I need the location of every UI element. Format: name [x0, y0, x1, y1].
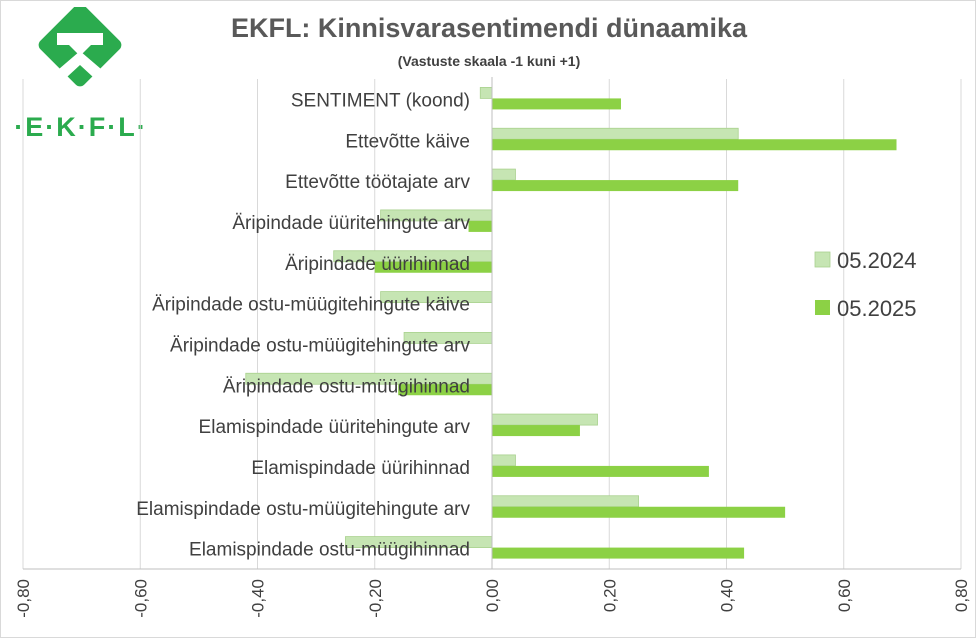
- bar-05-2024: [491, 127, 739, 140]
- x-tick-label: 0,40: [718, 579, 737, 612]
- category-label: Äripindade üürihinnad: [285, 254, 470, 275]
- x-tick-label: -0,80: [14, 579, 33, 618]
- category-label: Elamispindade ostu-müügitehingute arv: [136, 499, 470, 520]
- bar-05-2025: [398, 384, 492, 396]
- category-label: Elamispindade ostu-müügihinnad: [189, 540, 470, 561]
- bar-05-2024: [491, 495, 639, 508]
- x-tick-label: 0,80: [952, 579, 971, 612]
- chart-title: EKFL: Kinnisvarasentimendi dünaamika: [230, 13, 748, 43]
- legend-swatch: [815, 300, 830, 315]
- x-tick-label: 0,60: [835, 579, 854, 612]
- category-label: Ettevõtte käive: [345, 131, 470, 152]
- category-label: Elamispindade üüritehingute arv: [199, 417, 471, 438]
- category-label: Äripindade ostu-müügitehingute arv: [170, 335, 470, 356]
- bar-05-2024: [479, 87, 493, 99]
- bar-05-2025: [492, 547, 745, 559]
- bar-05-2024: [491, 413, 598, 426]
- bar-05-2025: [492, 180, 739, 192]
- bar-05-2025: [492, 98, 621, 110]
- bar-05-2025: [492, 425, 580, 437]
- category-label: Äripindade üüritehingute arv: [232, 213, 470, 234]
- x-tick-label: -0,20: [366, 579, 385, 618]
- category-label: Ettevõtte töötajate arv: [285, 172, 470, 193]
- legend-label: 05.2025: [837, 296, 917, 321]
- category-label: SENTIMENT (koond): [291, 90, 470, 111]
- logo-emblem-icon: [38, 3, 122, 87]
- bar-05-2025: [492, 139, 897, 151]
- ekfl-logo: ·E·K·F·L·: [7, 3, 155, 142]
- logo-text: ·E·K·F·L·: [14, 112, 147, 142]
- category-label: Äripindade ostu-müügihinnad: [223, 376, 470, 397]
- x-tick-label: 0,00: [483, 579, 502, 612]
- bar-05-2025: [492, 506, 786, 518]
- bar-05-2024: [491, 168, 516, 181]
- chart-subtitle: (Vastuste skaala -1 kuni +1): [397, 53, 581, 69]
- legend-label: 05.2024: [837, 248, 917, 273]
- category-label: Äripindade ostu-müügitehingute käive: [152, 295, 470, 316]
- legend-swatch: [814, 251, 831, 268]
- x-tick-label: 0,20: [600, 579, 619, 612]
- category-label: Elamispindade üürihinnad: [251, 458, 470, 479]
- x-tick-label: -0,40: [249, 579, 268, 618]
- bar-05-2025: [492, 465, 709, 477]
- x-tick-label: -0,60: [131, 579, 150, 618]
- bar-05-2024: [491, 454, 516, 467]
- bar-05-2025: [374, 261, 492, 273]
- bar-05-2025: [468, 220, 492, 232]
